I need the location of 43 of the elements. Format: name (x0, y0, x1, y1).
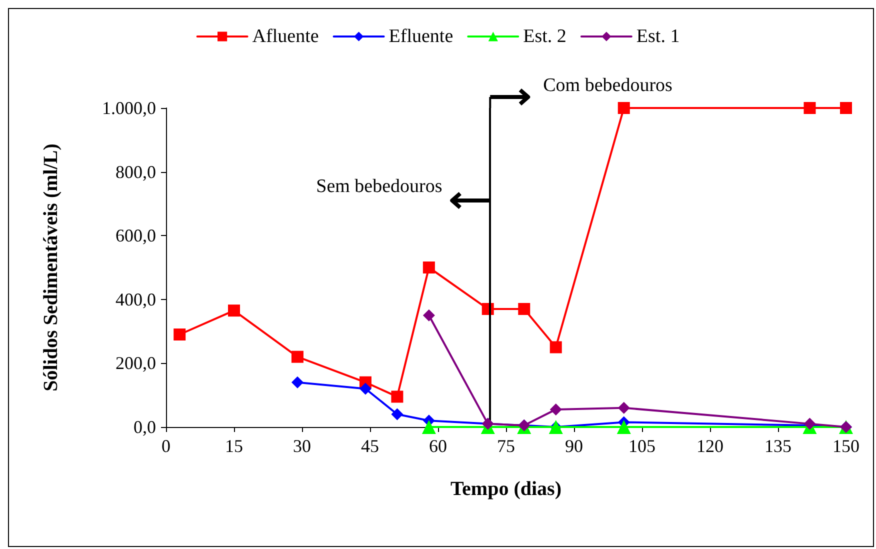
x-tick-label: 150 (832, 436, 860, 456)
x-tick-label: 15 (225, 436, 243, 456)
y-tick-label: 800,0 (116, 162, 156, 182)
text: Com bebedouros (543, 75, 672, 97)
point (618, 402, 630, 414)
y-tick-label: 600,0 (116, 226, 156, 246)
point (291, 376, 304, 388)
annotation: Sem bebedouros (316, 176, 442, 198)
point (804, 102, 816, 114)
y-tick-label: 400,0 (116, 289, 156, 310)
point (228, 304, 240, 317)
x-tick-label: 30 (293, 436, 311, 456)
x-tick-label: 0 (162, 436, 170, 456)
y-tick-label: 0,0 (134, 417, 156, 437)
x-tick-label: 105 (628, 436, 656, 456)
y-tick-label: 1.000,0 (102, 98, 156, 118)
point (391, 390, 404, 403)
x-tick-label: 60 (429, 436, 447, 456)
legend-label: Afluente (252, 26, 319, 47)
point (359, 382, 372, 395)
point (422, 309, 435, 322)
x-axis-title: Tempo (dias) (450, 478, 562, 500)
point (840, 102, 852, 114)
legend-label: Est. 2 (523, 26, 566, 47)
point (550, 341, 562, 354)
x-tick-label: 90 (565, 436, 583, 456)
x-tick-label: 135 (764, 436, 792, 456)
point (291, 350, 304, 363)
point (422, 420, 436, 434)
legend-label: Est. 1 (636, 26, 680, 47)
point (518, 302, 530, 315)
y-axis-title: Sólidos Sedimentáveis (ml/L) (40, 144, 62, 392)
x-tick-label: 120 (696, 436, 724, 456)
x-tick-label: 75 (497, 436, 515, 456)
point (391, 408, 404, 420)
point (422, 262, 435, 274)
point (616, 420, 631, 434)
x-tick-label: 45 (361, 436, 379, 456)
point (618, 102, 630, 114)
point (550, 403, 562, 416)
legend-label: Efluente (388, 26, 454, 47)
y-tick-label: 200,0 (116, 353, 156, 374)
point (174, 328, 186, 340)
